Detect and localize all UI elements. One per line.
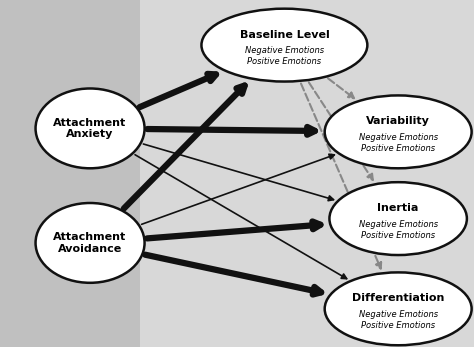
Text: Attachment
Avoidance: Attachment Avoidance — [54, 232, 127, 254]
Ellipse shape — [325, 95, 472, 168]
Text: Negative Emotions
Positive Emotions: Negative Emotions Positive Emotions — [359, 310, 438, 330]
Text: Negative Emotions
Positive Emotions: Negative Emotions Positive Emotions — [359, 220, 438, 240]
Text: Inertia: Inertia — [377, 203, 419, 213]
Bar — [0, 0, 140, 347]
Text: Negative Emotions
Positive Emotions: Negative Emotions Positive Emotions — [359, 133, 438, 153]
Ellipse shape — [325, 272, 472, 345]
Text: Attachment
Anxiety: Attachment Anxiety — [54, 118, 127, 139]
Ellipse shape — [36, 203, 145, 283]
Text: Differentiation: Differentiation — [352, 294, 444, 303]
Ellipse shape — [329, 182, 467, 255]
Text: Variability: Variability — [366, 117, 430, 126]
Ellipse shape — [36, 88, 145, 168]
Text: Negative Emotions
Positive Emotions: Negative Emotions Positive Emotions — [245, 46, 324, 66]
Text: Baseline Level: Baseline Level — [239, 30, 329, 40]
Ellipse shape — [201, 9, 367, 82]
